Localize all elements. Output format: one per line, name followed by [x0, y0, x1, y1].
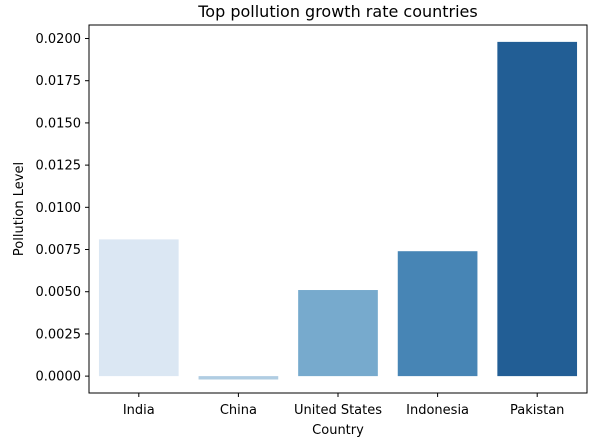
bars-group — [98, 41, 578, 380]
bar-indonesia — [397, 251, 478, 377]
y-tick-label: 0.0000 — [36, 370, 82, 385]
y-tick-label: 0.0075 — [36, 243, 82, 258]
y-tick-label: 0.0200 — [36, 32, 82, 47]
bar-united-states — [298, 290, 378, 377]
x-tick-label: Indonesia — [406, 403, 469, 418]
x-axis: India China United States Indonesia Pakistan — [123, 393, 564, 418]
y-tick-label: 0.0100 — [36, 201, 82, 216]
y-tick-label: 0.0025 — [36, 327, 82, 342]
x-tick-label: China — [220, 403, 257, 418]
chart-title: Top pollution growth rate countries — [197, 2, 477, 21]
x-axis-title: Country — [312, 423, 364, 438]
y-tick-label: 0.0050 — [36, 285, 82, 300]
y-axis: 0.0000 0.0025 0.0050 0.0075 0.0100 0.0125 0.01… — [36, 32, 89, 385]
y-tick-label: 0.0175 — [36, 74, 82, 89]
y-tick-label: 0.0150 — [36, 116, 82, 131]
x-tick-label: Pakistan — [510, 403, 564, 418]
bar-china — [198, 376, 279, 380]
bar-pakistan — [497, 41, 578, 377]
y-tick-label: 0.0125 — [36, 159, 82, 174]
plot-frame — [88, 24, 588, 394]
y-axis-title: Pollution Level — [12, 162, 27, 256]
x-tick-label: United States — [294, 403, 382, 418]
x-tick-label: India — [123, 403, 155, 418]
bar-india — [98, 239, 179, 377]
